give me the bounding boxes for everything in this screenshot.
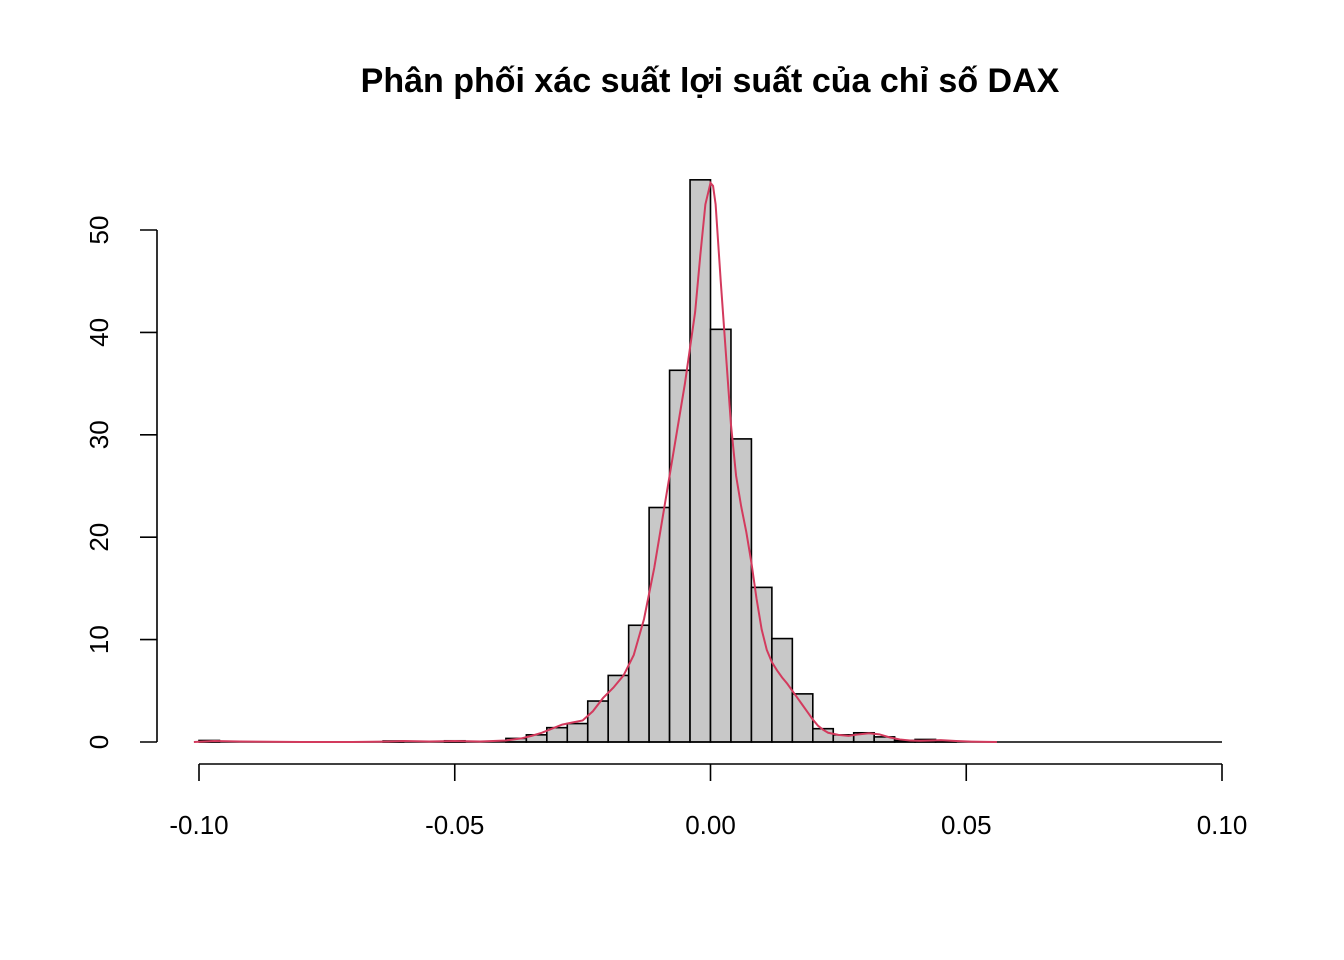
x-tick-label: 0.10 (1197, 810, 1248, 840)
histogram-bar (750, 586, 773, 743)
y-tick-label: 0 (84, 735, 114, 749)
x-tick-label: 0.00 (685, 810, 736, 840)
histogram-bar (791, 693, 814, 743)
density-curve (193, 180, 997, 743)
histogram-bar (586, 700, 609, 743)
y-tick-label: 40 (84, 318, 114, 347)
chart-title: Phân phối xác suất lợi suất của chỉ số D… (361, 62, 1060, 100)
y-tick-label: 30 (84, 420, 114, 449)
x-tick-label: -0.05 (425, 810, 484, 840)
y-tick-label: 20 (84, 523, 114, 552)
y-tick-label: 10 (84, 625, 114, 654)
x-axis: -0.10 -0.05 0.00 0.05 0.10 (169, 763, 1248, 840)
histogram-bar (668, 369, 691, 743)
density-layer (193, 180, 997, 743)
x-tick-label: 0.05 (941, 810, 992, 840)
histogram-bar (730, 438, 753, 743)
x-tick-label: -0.10 (169, 810, 228, 840)
bars-layer (198, 179, 1222, 743)
histogram-bar (771, 637, 794, 743)
y-tick-label: 50 (84, 216, 114, 245)
histogram-bar (566, 722, 589, 743)
histogram-bar (627, 624, 650, 743)
histogram-bar (607, 674, 630, 743)
y-axis: 0 10 20 30 40 50 (84, 216, 158, 749)
